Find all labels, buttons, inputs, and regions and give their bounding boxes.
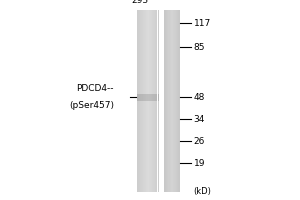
Text: PDCD4--: PDCD4--	[76, 84, 114, 93]
Bar	[169, 10, 170, 192]
Bar	[154, 10, 155, 192]
Text: 117: 117	[194, 19, 211, 27]
Text: 293: 293	[132, 0, 149, 5]
Text: (kD): (kD)	[194, 187, 211, 196]
Bar	[157, 10, 158, 192]
Text: 26: 26	[194, 136, 205, 146]
Bar	[142, 94, 143, 100]
Bar	[146, 94, 147, 100]
Bar	[179, 10, 180, 192]
Bar	[148, 94, 149, 100]
Text: 48: 48	[194, 92, 205, 102]
Bar	[141, 10, 142, 192]
Bar	[156, 10, 157, 192]
Bar	[154, 94, 155, 100]
Bar	[173, 10, 174, 192]
Bar	[174, 10, 175, 192]
Bar	[175, 10, 176, 192]
Bar	[152, 94, 153, 100]
Bar	[158, 94, 159, 100]
Bar	[145, 94, 146, 100]
Bar	[152, 10, 153, 192]
Bar	[178, 10, 179, 192]
Text: 19: 19	[194, 158, 205, 168]
Bar	[155, 10, 156, 192]
Bar	[172, 10, 173, 192]
Bar	[151, 10, 152, 192]
Bar	[171, 10, 172, 192]
Bar	[140, 10, 141, 192]
Bar	[177, 10, 178, 192]
Bar	[147, 10, 148, 192]
Bar	[138, 10, 139, 192]
Bar	[153, 10, 154, 192]
Bar	[148, 10, 149, 192]
Bar	[149, 94, 150, 100]
Bar	[143, 94, 144, 100]
Bar	[136, 10, 137, 192]
Bar	[166, 10, 167, 192]
Bar	[138, 94, 139, 100]
Bar	[144, 94, 145, 100]
Bar	[164, 10, 165, 192]
Bar	[144, 10, 145, 192]
Bar	[150, 10, 151, 192]
Bar	[139, 94, 140, 100]
Text: 34: 34	[194, 114, 205, 123]
Bar	[157, 94, 158, 100]
Bar	[143, 10, 144, 192]
Bar	[158, 10, 159, 192]
Bar	[150, 94, 151, 100]
Bar	[149, 10, 150, 192]
Text: 85: 85	[194, 43, 205, 51]
Bar	[167, 10, 168, 192]
Bar	[142, 10, 143, 192]
Bar	[139, 10, 140, 192]
Bar	[155, 94, 156, 100]
Bar	[137, 10, 138, 192]
Bar	[141, 94, 142, 100]
Bar	[153, 94, 154, 100]
Bar	[137, 94, 138, 100]
Bar	[176, 10, 177, 192]
Bar	[140, 94, 141, 100]
Bar	[145, 10, 146, 192]
Bar	[151, 94, 152, 100]
Bar	[146, 10, 147, 192]
Bar	[156, 94, 157, 100]
Bar	[147, 94, 148, 100]
Text: (pSer457): (pSer457)	[69, 101, 114, 110]
Bar	[165, 10, 166, 192]
Bar	[170, 10, 171, 192]
Bar	[136, 94, 137, 100]
Bar	[168, 10, 169, 192]
